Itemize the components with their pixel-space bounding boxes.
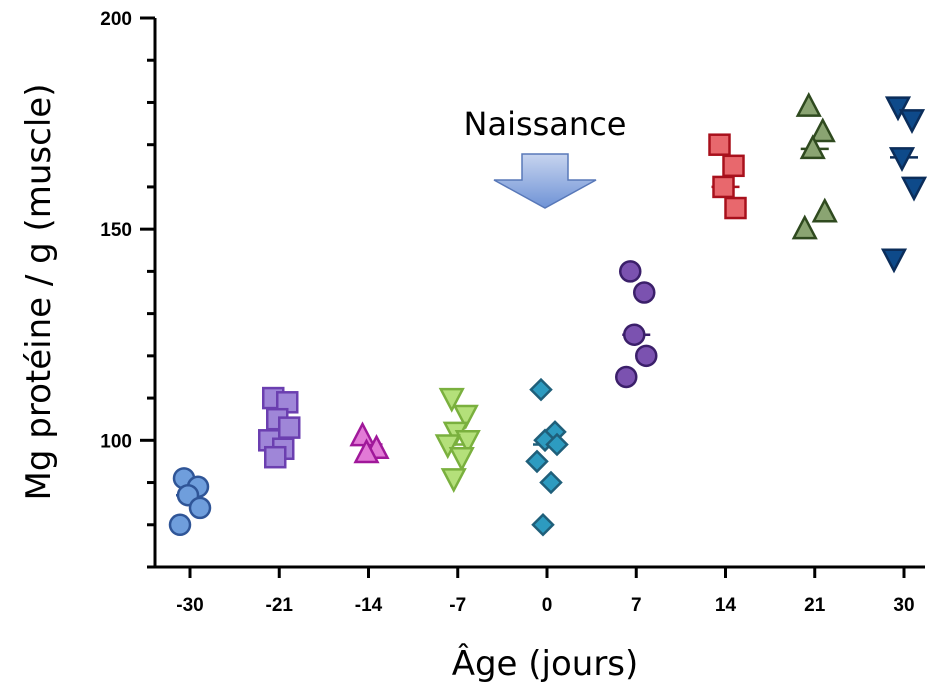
data-point xyxy=(619,260,642,283)
data-point xyxy=(880,248,908,274)
data-point xyxy=(438,387,465,413)
data-point xyxy=(525,449,549,474)
series--7 xyxy=(434,387,481,494)
y-axis: 100 150 200 xyxy=(100,9,157,569)
x-tick-label: 0 xyxy=(542,595,553,616)
x-axis-title: Âge (jours) xyxy=(452,643,639,684)
x-tick-label: 14 xyxy=(715,595,737,616)
y-tick-label: 150 xyxy=(100,220,132,241)
series-7 xyxy=(615,260,658,389)
series-14 xyxy=(708,133,747,220)
y-tick-label: 200 xyxy=(100,9,132,30)
data-point xyxy=(708,133,731,156)
down-arrow-icon xyxy=(493,153,597,209)
data-point xyxy=(349,421,376,447)
data-point xyxy=(809,117,836,143)
x-tick-label: -14 xyxy=(355,595,383,616)
data-point xyxy=(539,470,563,495)
x-axis: -30 -21 -14 -7 0 7 14 21 30 xyxy=(155,565,925,616)
data-point xyxy=(811,197,838,223)
x-tick-label: 7 xyxy=(631,595,642,616)
data-point xyxy=(434,434,461,460)
data-point xyxy=(452,404,479,430)
data-point xyxy=(635,344,658,368)
data-point xyxy=(898,109,926,135)
data-point xyxy=(724,196,747,220)
series--21 xyxy=(258,386,301,469)
data-point xyxy=(264,445,287,469)
data-point xyxy=(168,513,192,537)
x-tick-label: -30 xyxy=(176,595,203,616)
data-point xyxy=(278,416,301,439)
data-point xyxy=(454,430,481,456)
data-point xyxy=(884,96,912,122)
naissance-annotation: Naissance xyxy=(464,105,627,209)
data-point xyxy=(623,323,646,346)
data-point xyxy=(900,176,928,202)
data-point xyxy=(448,446,475,472)
data-point xyxy=(529,377,553,402)
data-point xyxy=(440,468,467,494)
data-point xyxy=(531,513,555,537)
series--30 xyxy=(168,467,212,537)
data-point xyxy=(545,432,569,457)
data-marks xyxy=(168,91,928,537)
data-point xyxy=(633,281,656,304)
x-tick-label: 21 xyxy=(804,595,826,616)
y-axis-title: Mg protéine / g (muscle) xyxy=(19,84,59,501)
y-ticks: 100 150 200 xyxy=(100,9,155,569)
naissance-label: Naissance xyxy=(464,105,627,143)
data-point xyxy=(188,496,212,520)
x-tick-label: -7 xyxy=(449,595,466,616)
data-point xyxy=(791,214,818,240)
series-0 xyxy=(525,377,569,537)
series--14 xyxy=(349,421,390,464)
x-ticks: -30 -21 -14 -7 0 7 14 21 30 xyxy=(176,567,915,616)
y-tick-label: 100 xyxy=(100,431,132,452)
data-point xyxy=(795,91,822,117)
data-point xyxy=(722,154,745,178)
series-21 xyxy=(791,91,838,240)
series-30 xyxy=(880,96,928,274)
data-point xyxy=(799,134,826,160)
data-point xyxy=(353,438,380,464)
data-point xyxy=(712,175,735,199)
data-point xyxy=(615,365,638,389)
x-tick-label: -21 xyxy=(266,595,294,616)
data-point xyxy=(888,147,916,173)
x-tick-label: 30 xyxy=(893,595,914,616)
